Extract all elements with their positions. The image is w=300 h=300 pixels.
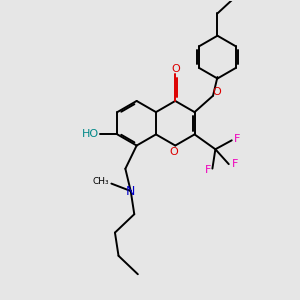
Text: F: F — [234, 134, 240, 144]
Text: O: O — [171, 64, 180, 74]
Text: F: F — [205, 165, 211, 175]
Text: N: N — [126, 184, 135, 197]
Text: F: F — [232, 159, 238, 169]
Text: HO: HO — [82, 129, 99, 140]
Text: O: O — [212, 87, 221, 97]
Text: CH₃: CH₃ — [93, 177, 109, 186]
Text: O: O — [169, 147, 178, 157]
